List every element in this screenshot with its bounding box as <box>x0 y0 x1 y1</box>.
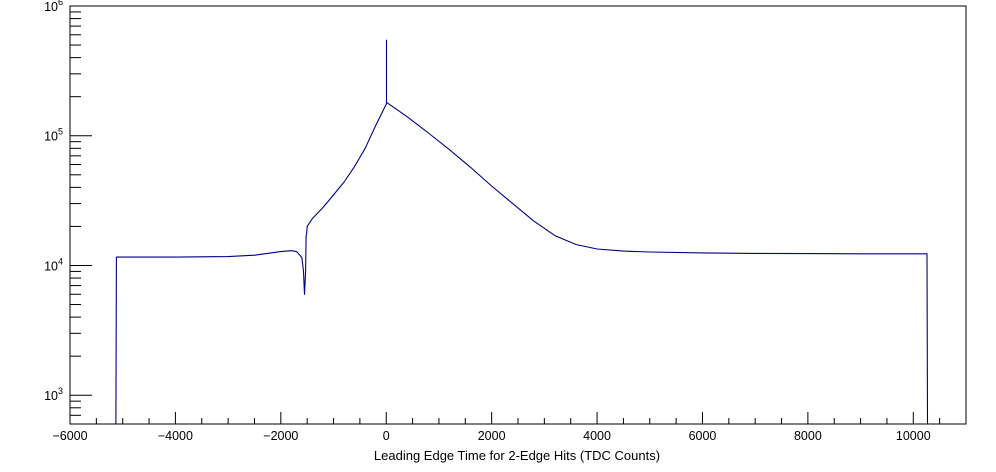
y-tick-base: 10 <box>44 130 58 144</box>
y-tick-label: 106 <box>44 0 63 14</box>
x-tick-label: 0 <box>383 429 390 443</box>
y-tick-base: 10 <box>44 0 58 14</box>
x-tick-label: 10000 <box>896 429 931 443</box>
y-tick-label: 104 <box>44 256 63 273</box>
y-tick-label: 105 <box>44 127 63 144</box>
y-tick-base: 10 <box>44 259 58 273</box>
y-tick-exponent: 6 <box>58 0 63 7</box>
plot-frame <box>69 5 967 425</box>
x-axis-title: Leading Edge Time for 2-Edge Hits (TDC C… <box>374 448 660 463</box>
axis-ticks <box>69 5 967 425</box>
histogram-series-line <box>115 102 929 425</box>
y-tick-label: 103 <box>44 386 63 403</box>
y-tick-exponent: 4 <box>58 256 63 266</box>
series-lines <box>115 39 929 425</box>
x-tick-label: 6000 <box>689 429 717 443</box>
y-tick-exponent: 3 <box>58 386 63 396</box>
x-tick-label: 8000 <box>794 429 822 443</box>
x-tick-label: −4000 <box>158 429 193 443</box>
x-tick-label: 4000 <box>583 429 611 443</box>
x-tick-label: −2000 <box>263 429 298 443</box>
x-tick-labels: −6000 −4000 −2000 0 2000 4000 6000 8000 10000 <box>52 429 930 443</box>
y-tick-base: 10 <box>44 389 58 403</box>
y-tick-exponent: 5 <box>58 127 63 137</box>
x-tick-label: 2000 <box>478 429 506 443</box>
x-tick-label: −6000 <box>52 429 87 443</box>
